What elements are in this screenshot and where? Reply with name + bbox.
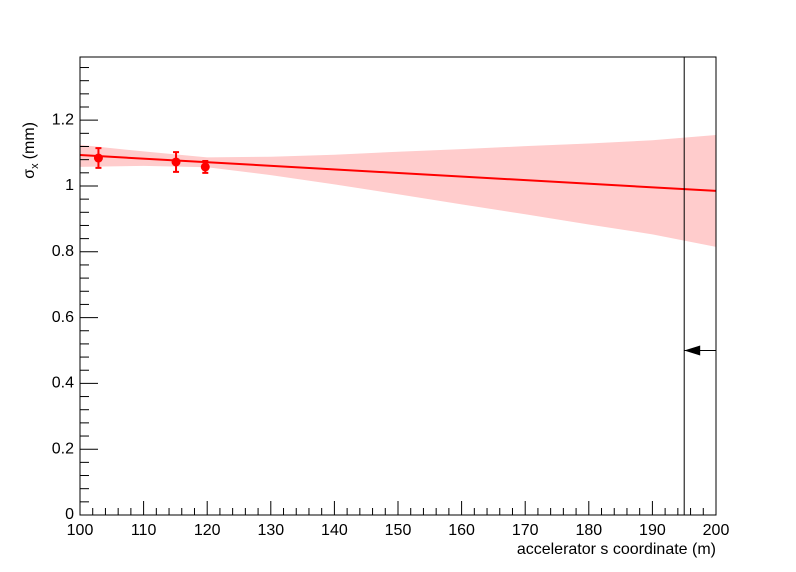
arrow-head	[684, 345, 701, 356]
y-tick-label: 0.8	[52, 243, 74, 260]
y-label-symbol: σ	[21, 169, 38, 179]
data-point	[93, 153, 103, 163]
x-axis-label: accelerator s coordinate (m)	[517, 541, 716, 558]
x-tick-label: 170	[512, 522, 539, 539]
y-tick-label: 0.4	[52, 375, 74, 392]
y-tick-label: 1.2	[52, 111, 74, 128]
x-tick-label: 140	[321, 522, 348, 539]
x-tick-label: 200	[703, 522, 730, 539]
y-label-unit: (mm)	[21, 122, 38, 159]
x-tick-label: 190	[639, 522, 666, 539]
x-tick-label: 180	[575, 522, 602, 539]
y-label-sub: x	[29, 163, 41, 169]
data-point	[200, 162, 210, 172]
data-point	[171, 157, 181, 167]
x-tick-label: 100	[67, 522, 94, 539]
x-tick-label: 130	[257, 522, 284, 539]
y-tick-label: 0	[65, 506, 74, 523]
x-tick-label: 150	[385, 522, 412, 539]
fit-line	[79, 154, 717, 192]
x-tick-label: 120	[194, 522, 221, 539]
y-tick-label: 1	[65, 177, 74, 194]
x-tick-label: 160	[448, 522, 475, 539]
confidence-band	[80, 134, 716, 247]
y-axis-label: σx (mm)	[21, 122, 41, 179]
y-tick-label: 0.2	[52, 440, 74, 457]
x-tick-label: 110	[131, 522, 157, 539]
y-tick-label: 0.6	[52, 309, 74, 326]
